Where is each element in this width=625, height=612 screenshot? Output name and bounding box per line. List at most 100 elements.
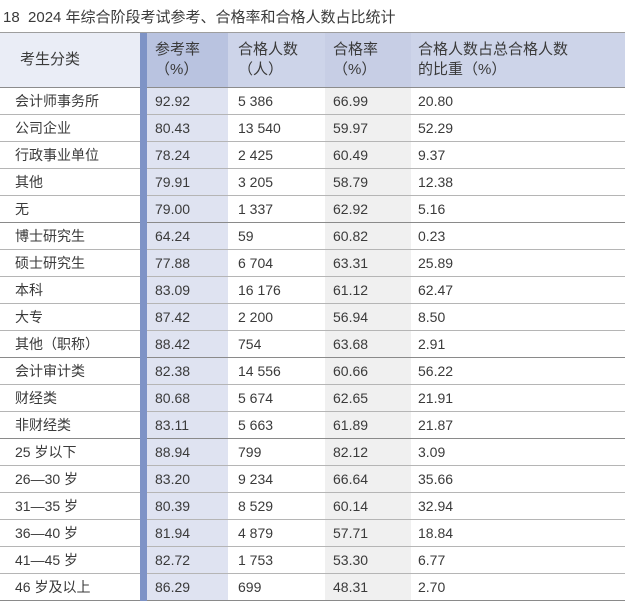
ref-rate-cell: 79.91 [147,169,228,196]
header-label-line: （人） [238,61,284,78]
pass-count-cell: 13 540 [228,115,325,142]
pass-share-cell: 5.16 [411,196,625,223]
ref-rate-cell: 88.42 [147,331,228,358]
category-cell: 会计审计类 [0,358,140,385]
pass-share-cell: 0.23 [411,223,625,250]
pass-count-cell: 2 200 [228,304,325,331]
pass-rate-cell: 82.12 [325,439,411,466]
category-cell: 46 岁及以上 [0,574,140,601]
ref-rate-cell: 83.11 [147,412,228,439]
pass-share-cell: 9.37 [411,142,625,169]
ref-rate-cell: 77.88 [147,250,228,277]
pass-share-cell: 52.29 [411,115,625,142]
ref-rate-cell: 80.68 [147,385,228,412]
header-category: 考生分类 [0,33,140,88]
header-pass-rate: 合格率 （%） [325,33,411,88]
category-cell: 25 岁以下 [0,439,140,466]
pass-rate-cell: 66.99 [325,88,411,115]
pass-share-cell: 56.22 [411,358,625,385]
pass-count-cell: 1 337 [228,196,325,223]
pass-count-cell: 6 704 [228,250,325,277]
accent-bar [140,115,147,142]
pass-rate-cell: 60.82 [325,223,411,250]
pass-share-cell: 20.80 [411,88,625,115]
pass-rate-cell: 60.49 [325,142,411,169]
accent-bar [140,331,147,358]
accent-bar [140,223,147,250]
table-row: 26—30 岁 83.20 9 234 66.64 35.66 [0,466,625,493]
header-label-line: 参考率 [155,41,201,58]
pass-count-cell: 699 [228,574,325,601]
pass-rate-cell: 59.97 [325,115,411,142]
pass-share-cell: 32.94 [411,493,625,520]
accent-bar [140,466,147,493]
ref-rate-cell: 80.43 [147,115,228,142]
pass-count-cell: 3 205 [228,169,325,196]
table-row: 会计师事务所 92.92 5 386 66.99 20.80 [0,88,625,115]
ref-rate-cell: 83.20 [147,466,228,493]
table-row: 无 79.00 1 337 62.92 5.16 [0,196,625,223]
table-header-row: 考生分类 参考率 （%） 合格人数 （人） 合格率 （%） 合格人数占总合格人数 的比重… [0,33,625,88]
table-row: 非财经类 83.11 5 663 61.89 21.87 [0,412,625,439]
accent-bar [140,142,147,169]
category-cell: 博士研究生 [0,223,140,250]
category-cell: 行政事业单位 [0,142,140,169]
accent-bar [140,439,147,466]
pass-share-cell: 12.38 [411,169,625,196]
table-row: 公司企业 80.43 13 540 59.97 52.29 [0,115,625,142]
header-label-line: 考生分类 [20,51,81,68]
pass-share-cell: 18.84 [411,520,625,547]
pass-rate-cell: 56.94 [325,304,411,331]
ref-rate-cell: 78.24 [147,142,228,169]
accent-bar [140,493,147,520]
category-cell: 26—30 岁 [0,466,140,493]
pass-rate-cell: 53.30 [325,547,411,574]
table-row: 其他（职称） 88.42 754 63.68 2.91 [0,331,625,358]
table-row: 36—40 岁 81.94 4 879 57.71 18.84 [0,520,625,547]
accent-bar [140,277,147,304]
pass-count-cell: 5 663 [228,412,325,439]
pass-count-cell: 8 529 [228,493,325,520]
pass-share-cell: 2.70 [411,574,625,601]
pass-rate-cell: 62.92 [325,196,411,223]
header-ref-rate: 参考率 （%） [147,33,228,88]
header-pass-count: 合格人数 （人） [228,33,325,88]
accent-bar [140,250,147,277]
accent-bar [140,169,147,196]
pass-share-cell: 21.87 [411,412,625,439]
ref-rate-cell: 80.39 [147,493,228,520]
pass-rate-cell: 60.14 [325,493,411,520]
pass-share-cell: 2.91 [411,331,625,358]
category-cell: 公司企业 [0,115,140,142]
pass-count-cell: 5 674 [228,385,325,412]
pass-count-cell: 59 [228,223,325,250]
category-cell: 硕士研究生 [0,250,140,277]
accent-bar [140,88,147,115]
pass-rate-cell: 61.89 [325,412,411,439]
table-row: 会计审计类 82.38 14 556 60.66 56.22 [0,358,625,385]
category-cell: 31—35 岁 [0,493,140,520]
table-row: 博士研究生 64.24 59 60.82 0.23 [0,223,625,250]
pass-count-cell: 1 753 [228,547,325,574]
pass-rate-cell: 63.31 [325,250,411,277]
pass-rate-cell: 60.66 [325,358,411,385]
pass-count-cell: 14 556 [228,358,325,385]
category-cell: 其他（职称） [0,331,140,358]
table-row: 大专 87.42 2 200 56.94 8.50 [0,304,625,331]
table-row: 硕士研究生 77.88 6 704 63.31 25.89 [0,250,625,277]
pass-count-cell: 799 [228,439,325,466]
accent-bar [140,304,147,331]
pass-count-cell: 754 [228,331,325,358]
ref-rate-cell: 79.00 [147,196,228,223]
table-row: 其他 79.91 3 205 58.79 12.38 [0,169,625,196]
ref-rate-cell: 81.94 [147,520,228,547]
page-title: 18 2024 年综合阶段考试参考、合格率和合格人数占比统计 [0,0,625,33]
accent-bar [140,196,147,223]
table-row: 41—45 岁 82.72 1 753 53.30 6.77 [0,547,625,574]
pass-share-cell: 62.47 [411,277,625,304]
category-cell: 其他 [0,169,140,196]
pass-count-cell: 4 879 [228,520,325,547]
pass-share-cell: 8.50 [411,304,625,331]
header-label-line: 的比重（%） [418,61,507,78]
pass-share-cell: 3.09 [411,439,625,466]
